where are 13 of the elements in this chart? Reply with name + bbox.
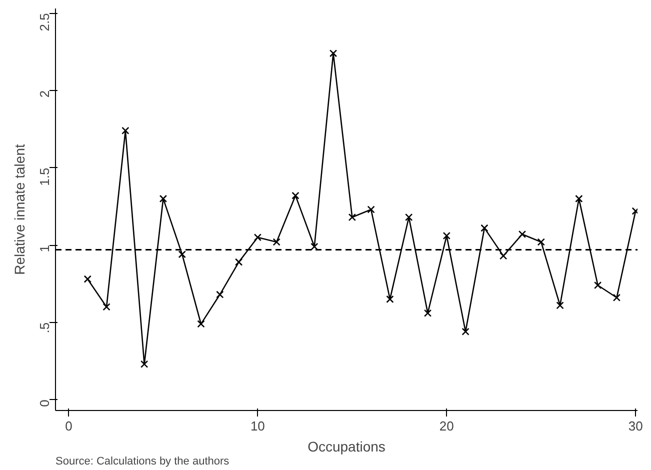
y-tick-label: 2.5 — [37, 13, 52, 32]
x-tick-label: 30 — [628, 418, 643, 434]
source-note: Source: Calculations by the authors — [56, 456, 230, 468]
y-tick-label: 1.5 — [37, 168, 52, 186]
x-tick-label: 10 — [250, 418, 265, 434]
x-axis-title: Occupations — [308, 438, 386, 454]
y-tick-label: 2 — [37, 90, 52, 98]
y-axis-title: Relative innate talent — [12, 144, 28, 275]
x-tick-label: 20 — [439, 418, 454, 434]
y-tick-label: 1 — [37, 245, 52, 252]
y-tick-label: .5 — [37, 322, 52, 334]
x-tick-label: 0 — [65, 418, 72, 434]
y-tick-label: 0 — [37, 400, 52, 407]
